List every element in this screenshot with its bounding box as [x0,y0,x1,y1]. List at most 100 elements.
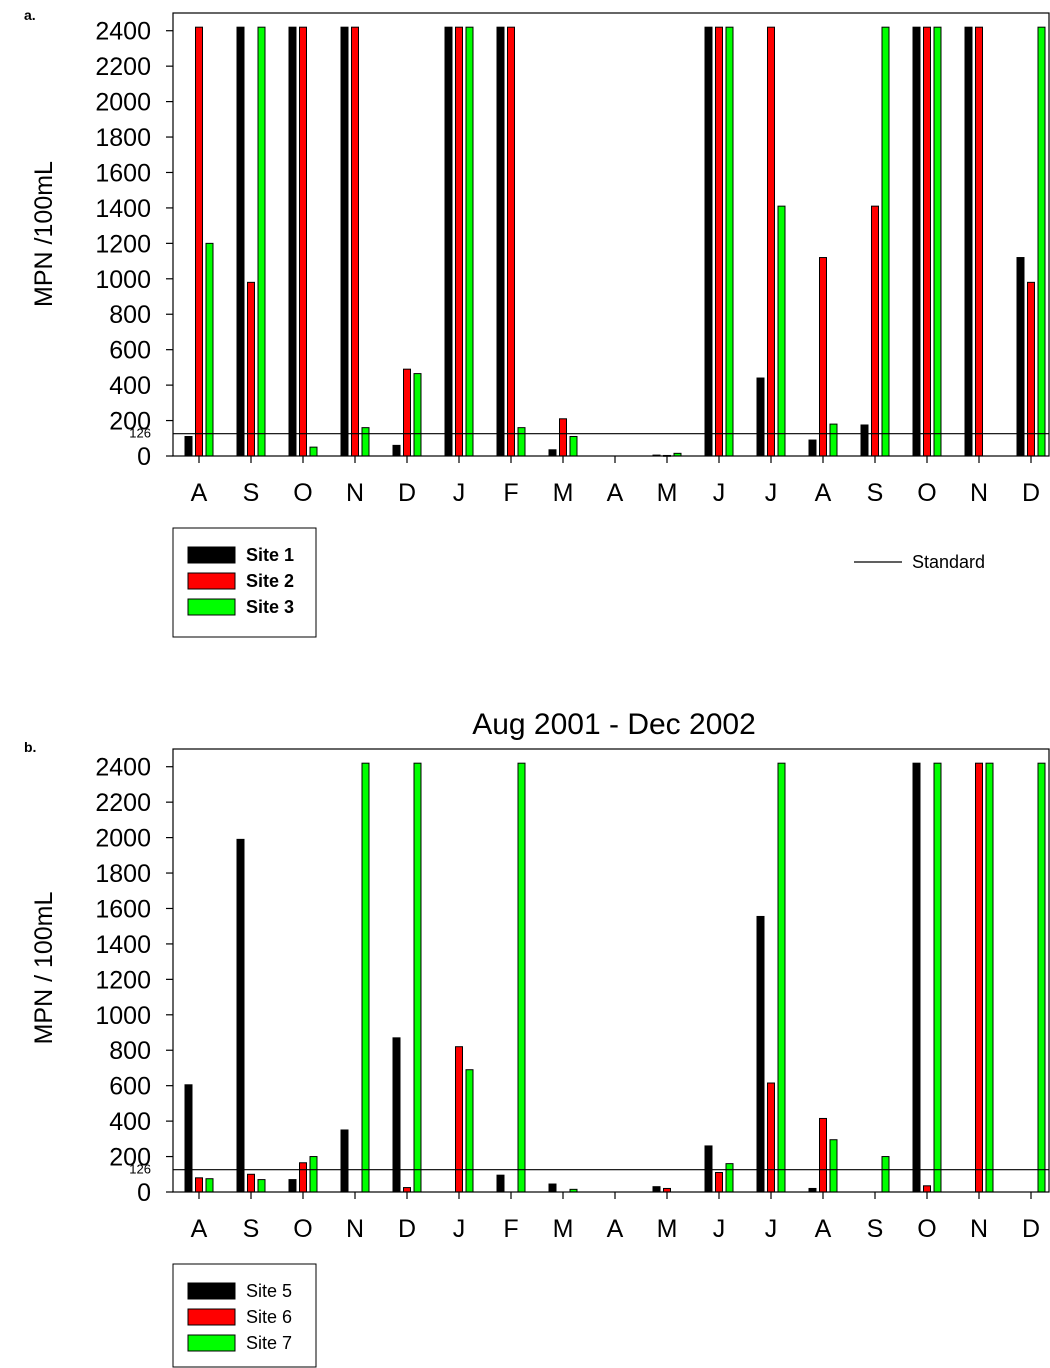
bar-site-5-11 [704,1145,713,1193]
bar-site-2-13 [819,257,827,457]
bar-site-3-12 [777,205,786,457]
x-tick-label-15: O [917,1215,936,1243]
panel-b-y-axis-title: MPN / 100mL [30,891,58,1044]
bar-site-7-3 [309,1156,318,1193]
bar-site-7-12 [777,762,786,1193]
bar-site-3-11 [725,26,734,457]
bar-site-1-11 [704,26,713,457]
y-tick-label-2200: 2200 [95,53,151,81]
legend-swatch-site-5 [187,1282,236,1300]
x-tick-label-11: J [713,1215,726,1243]
bar-site-2-3 [299,26,307,457]
x-tick-label-1: A [191,1215,208,1243]
y-tick-label-1400: 1400 [95,195,151,223]
x-tick-label-16: N [970,479,988,507]
y-tick-label-2400: 2400 [95,18,151,46]
bar-site-3-7 [517,427,526,457]
bar-site-2-2 [247,281,255,457]
legend-label-site-3: Site 3 [246,597,294,617]
bar-site-2-8 [559,418,567,457]
y-tick-label-800: 800 [109,1037,151,1065]
y-tick-label-2400: 2400 [95,754,151,782]
bar-site-1-5 [392,444,401,457]
legend-label-site-6: Site 6 [246,1307,292,1327]
x-tick-label-10: M [657,479,678,507]
y-tick-label-200: 200 [109,1144,151,1172]
panel-a-label: a. [24,7,36,23]
panel-b-legend: Site 5 Site 6 Site 7 [172,1263,317,1368]
x-tick-label-6: J [453,479,466,507]
y-tick-label-2200: 2200 [95,789,151,817]
legend-label-site-5: Site 5 [246,1281,292,1301]
bar-site-5-10 [652,1186,661,1193]
bar-site-1-7 [496,26,505,457]
x-tick-label-3: O [293,1215,312,1243]
y-tick-label-1800: 1800 [95,860,151,888]
bar-site-5-7 [496,1174,505,1193]
legend-swatch-site-1 [187,546,236,564]
bar-site-3-8 [569,436,578,457]
legend-label-site-7: Site 7 [246,1333,292,1353]
y-tick-label-200: 200 [109,408,151,436]
bar-site-6-11 [715,1172,723,1193]
x-tick-label-12: J [765,479,778,507]
y-tick-label-2000: 2000 [95,825,151,853]
bar-site-7-17 [1037,762,1046,1193]
bar-site-6-5 [403,1187,411,1193]
bar-site-1-2 [236,26,245,457]
bar-site-5-15 [912,762,921,1193]
y-tick-label-1200: 1200 [95,966,151,994]
bar-site-5-1 [184,1084,193,1193]
x-tick-label-11: J [713,479,726,507]
bar-site-3-2 [257,26,266,457]
bar-site-6-3 [299,1162,307,1193]
bar-site-1-13 [808,439,817,457]
x-tick-label-3: O [293,479,312,507]
x-tick-label-14: S [867,479,884,507]
panel-a-y-ticks: 0 200 400 600 800 1000 1200 1400 1600 1800 2000 220… [95,18,173,471]
x-tick-label-16: N [970,1215,988,1243]
bar-site-6-16 [975,762,983,1193]
bar-site-2-15 [923,26,931,457]
bar-site-1-1 [184,436,193,457]
x-tick-label-5: D [398,479,416,507]
bar-site-2-7 [507,26,515,457]
y-tick-label-1000: 1000 [95,266,151,294]
panel-b-title: Aug 2001 - Dec 2002 [472,708,756,741]
legend-label-site-2: Site 2 [246,571,294,591]
x-tick-label-9: A [607,479,624,507]
panel-b-chart: b. Aug 2001 - Dec 2002 MPN / 100mL 0 200 4… [24,708,1050,1368]
bar-site-2-12 [767,26,775,457]
bar-site-2-5 [403,368,411,457]
bar-site-1-17 [1016,257,1025,457]
legend-swatch-site-3 [187,598,236,616]
bar-site-7-14 [881,1156,890,1193]
panel-a-y-axis-title: MPN /100mL [30,161,58,307]
bar-site-5-5 [392,1037,401,1193]
bar-site-7-15 [933,762,942,1193]
bar-site-3-4 [361,427,370,457]
x-tick-label-13: A [815,479,832,507]
x-tick-label-9: A [607,1215,624,1243]
x-tick-label-2: S [243,479,260,507]
y-tick-label-0: 0 [137,443,151,471]
standard-legend-label: Standard [912,552,985,572]
panel-a-plot-frame [172,12,1050,457]
bar-site-6-13 [819,1117,827,1193]
bar-site-3-13 [829,423,838,457]
panel-b-plot-frame [172,748,1050,1193]
y-tick-label-2000: 2000 [95,89,151,117]
bar-site-7-7 [517,762,526,1193]
x-tick-label-4: N [346,479,364,507]
bar-site-5-2 [236,838,245,1193]
y-tick-label-800: 800 [109,301,151,329]
panel-b-y-ticks: 0 200 400 600 800 1000 1200 1400 1600 1800 2000 220… [95,754,173,1207]
x-tick-label-15: O [917,479,936,507]
panel-a-legend: Site 1 Site 2 Site 3 [172,527,317,638]
x-tick-label-7: F [503,1215,518,1243]
x-tick-label-2: S [243,1215,260,1243]
bar-site-2-11 [715,26,723,457]
